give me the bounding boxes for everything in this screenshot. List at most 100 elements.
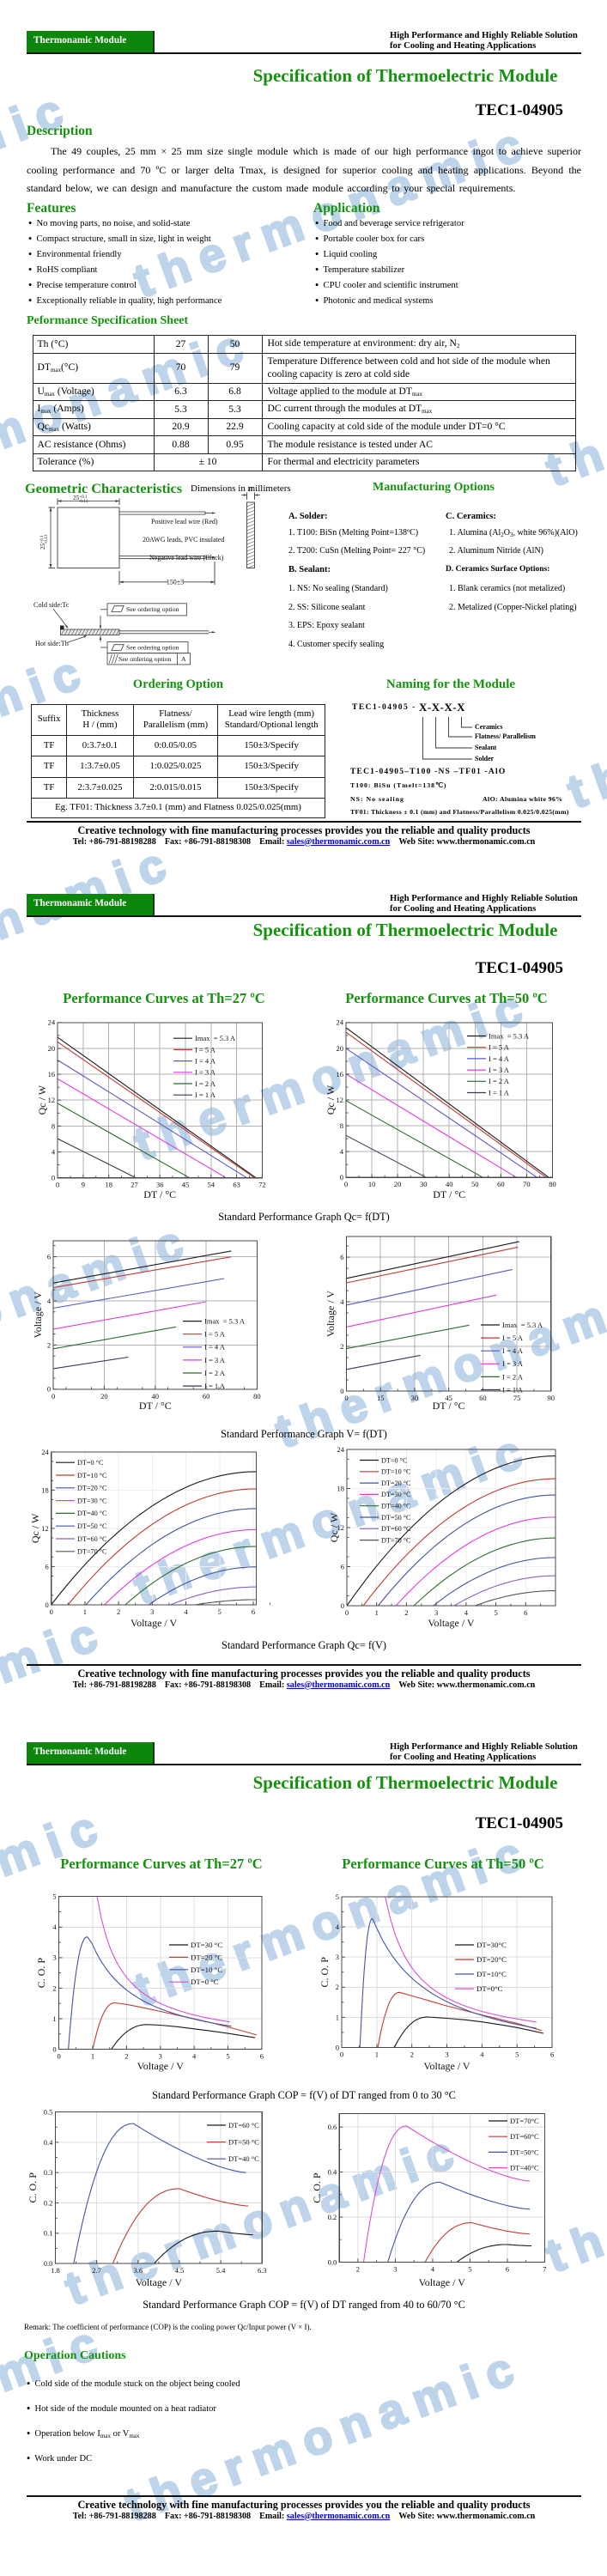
svg-text:I = 5 A: I = 5 A bbox=[204, 1330, 226, 1339]
svg-text:I = 5 A: I = 5 A bbox=[489, 1043, 510, 1052]
svg-text:DT=0 °C: DT=0 °C bbox=[191, 1978, 219, 1986]
svg-text:6.3: 6.3 bbox=[258, 2266, 267, 2275]
svg-text:2.7: 2.7 bbox=[92, 2266, 101, 2275]
svg-text:Imax = 5.3 A: Imax = 5.3 A bbox=[502, 1321, 543, 1329]
svg-text:0: 0 bbox=[45, 1601, 48, 1609]
svg-text:2: 2 bbox=[340, 1342, 343, 1351]
svg-text:10: 10 bbox=[368, 1180, 376, 1188]
svg-text:DT=0 °C: DT=0 °C bbox=[77, 1459, 104, 1467]
svg-text:DT=40 °C: DT=40 °C bbox=[77, 1510, 107, 1517]
svg-text:20: 20 bbox=[100, 1392, 108, 1400]
svg-text:DT=50 °C: DT=50 °C bbox=[228, 2138, 259, 2147]
svg-text:DT=50 °C: DT=50 °C bbox=[77, 1522, 107, 1530]
svg-text:DT=50 °C: DT=50 °C bbox=[381, 1514, 411, 1522]
svg-text:DT=70°C: DT=70°C bbox=[510, 2117, 539, 2125]
svg-text:I = 2 A: I = 2 A bbox=[489, 1077, 510, 1085]
svg-text:4: 4 bbox=[52, 1147, 56, 1156]
svg-text:63: 63 bbox=[233, 1181, 240, 1189]
svg-text:0: 0 bbox=[57, 2052, 60, 2061]
svg-text:0.2: 0.2 bbox=[44, 2198, 53, 2207]
svg-text:16: 16 bbox=[48, 1070, 56, 1078]
svg-text:DT / °C: DT / °C bbox=[433, 1400, 465, 1412]
svg-text:4: 4 bbox=[340, 1147, 344, 1156]
svg-text:I = 1 A: I = 1 A bbox=[195, 1091, 216, 1099]
svg-text:I = 3 A: I = 3 A bbox=[502, 1359, 524, 1368]
svg-text:0.0: 0.0 bbox=[328, 2257, 337, 2266]
svg-text:Imax = 5.3 A: Imax = 5.3 A bbox=[489, 1031, 530, 1040]
svg-text:3: 3 bbox=[336, 1953, 339, 1961]
svg-text:24: 24 bbox=[337, 1018, 344, 1027]
svg-text:12: 12 bbox=[48, 1096, 56, 1104]
svg-text:12: 12 bbox=[337, 1096, 344, 1104]
svg-text:3: 3 bbox=[434, 1608, 438, 1617]
svg-text:45: 45 bbox=[182, 1181, 190, 1189]
svg-text:4: 4 bbox=[47, 1297, 52, 1305]
svg-text:Voltage / V: Voltage / V bbox=[325, 1291, 337, 1338]
svg-text:6: 6 bbox=[340, 1253, 343, 1261]
svg-text:Voltage / V: Voltage / V bbox=[137, 2060, 185, 2072]
svg-text:I = 2 A: I = 2 A bbox=[195, 1079, 216, 1088]
svg-text:3: 3 bbox=[445, 2050, 448, 2059]
svg-text:12: 12 bbox=[41, 1524, 49, 1533]
svg-text:18: 18 bbox=[337, 1484, 345, 1492]
svg-text:0.0: 0.0 bbox=[44, 2259, 53, 2268]
svg-text:0: 0 bbox=[336, 2043, 339, 2051]
svg-text:DT=40°C: DT=40°C bbox=[510, 2164, 539, 2172]
svg-text:40: 40 bbox=[446, 1180, 453, 1188]
svg-text:DT=0°C: DT=0°C bbox=[476, 1984, 503, 1993]
svg-text:0: 0 bbox=[340, 1387, 343, 1395]
svg-text:3: 3 bbox=[52, 1953, 56, 1962]
svg-text:30: 30 bbox=[420, 1180, 428, 1188]
svg-text:1: 1 bbox=[375, 1608, 379, 1617]
svg-text:C. O. P: C. O. P bbox=[311, 2172, 323, 2203]
svg-text:2: 2 bbox=[356, 2264, 360, 2273]
svg-text:2: 2 bbox=[52, 1984, 56, 1992]
svg-text:DT=70 °C: DT=70 °C bbox=[381, 1536, 411, 1544]
svg-text:0.2: 0.2 bbox=[328, 2213, 337, 2221]
svg-text:0.1: 0.1 bbox=[44, 2229, 53, 2238]
svg-text:See ordering option: See ordering option bbox=[118, 655, 172, 663]
svg-text:1: 1 bbox=[83, 1607, 87, 1616]
svg-text:40: 40 bbox=[152, 1392, 160, 1400]
svg-text:Qc / W: Qc / W bbox=[29, 1513, 41, 1543]
svg-text:16: 16 bbox=[337, 1070, 344, 1078]
svg-text:12: 12 bbox=[337, 1523, 345, 1532]
svg-text:0: 0 bbox=[52, 2045, 56, 2054]
svg-text:18: 18 bbox=[41, 1485, 49, 1494]
svg-text:I = 1 A: I = 1 A bbox=[502, 1385, 524, 1394]
svg-text:DT=10°C: DT=10°C bbox=[476, 1970, 507, 1978]
svg-text:Imax = 5.3 A: Imax = 5.3 A bbox=[195, 1034, 236, 1042]
svg-text:4: 4 bbox=[184, 1607, 188, 1616]
svg-text:5: 5 bbox=[226, 2052, 229, 2061]
svg-text:0.5: 0.5 bbox=[44, 2108, 53, 2117]
svg-text:See ordering option: See ordering option bbox=[126, 605, 179, 613]
svg-text:Voltage / V: Voltage / V bbox=[136, 2276, 183, 2288]
svg-text:9: 9 bbox=[82, 1181, 85, 1189]
svg-text:20: 20 bbox=[337, 1044, 344, 1053]
svg-text:0.4: 0.4 bbox=[44, 2138, 53, 2147]
svg-text:0.6: 0.6 bbox=[328, 2123, 337, 2131]
svg-text:0: 0 bbox=[344, 1180, 348, 1188]
svg-text:60: 60 bbox=[479, 1394, 487, 1402]
svg-text:6: 6 bbox=[47, 1253, 51, 1261]
svg-text:75: 75 bbox=[513, 1394, 521, 1402]
svg-text:3: 3 bbox=[159, 2052, 162, 2061]
svg-text:80: 80 bbox=[549, 1180, 556, 1188]
svg-text:20: 20 bbox=[48, 1044, 56, 1053]
svg-text:DT / °C: DT / °C bbox=[139, 1400, 172, 1412]
svg-text:DT=30 °C: DT=30 °C bbox=[77, 1497, 107, 1504]
svg-text:Voltage / V: Voltage / V bbox=[423, 2060, 470, 2072]
svg-text:I = 5 A: I = 5 A bbox=[195, 1045, 216, 1054]
svg-text:Voltage / V: Voltage / V bbox=[131, 1617, 178, 1629]
svg-text:See ordering option: See ordering option bbox=[126, 644, 179, 652]
svg-text:C. O. P: C. O. P bbox=[319, 1957, 331, 1988]
svg-text:6: 6 bbox=[341, 1562, 344, 1571]
svg-text:Qc / W: Qc / W bbox=[328, 1512, 340, 1542]
svg-text:DT=20 °C: DT=20 °C bbox=[381, 1479, 411, 1487]
svg-text:4: 4 bbox=[52, 1923, 57, 1931]
svg-text:5: 5 bbox=[515, 2050, 519, 2059]
svg-text:Qc / W: Qc / W bbox=[36, 1084, 48, 1115]
svg-text:I = 2 A: I = 2 A bbox=[502, 1372, 524, 1381]
svg-text:Voltage / V: Voltage / V bbox=[32, 1291, 44, 1339]
svg-text:Hot side:Th: Hot side:Th bbox=[35, 640, 69, 647]
